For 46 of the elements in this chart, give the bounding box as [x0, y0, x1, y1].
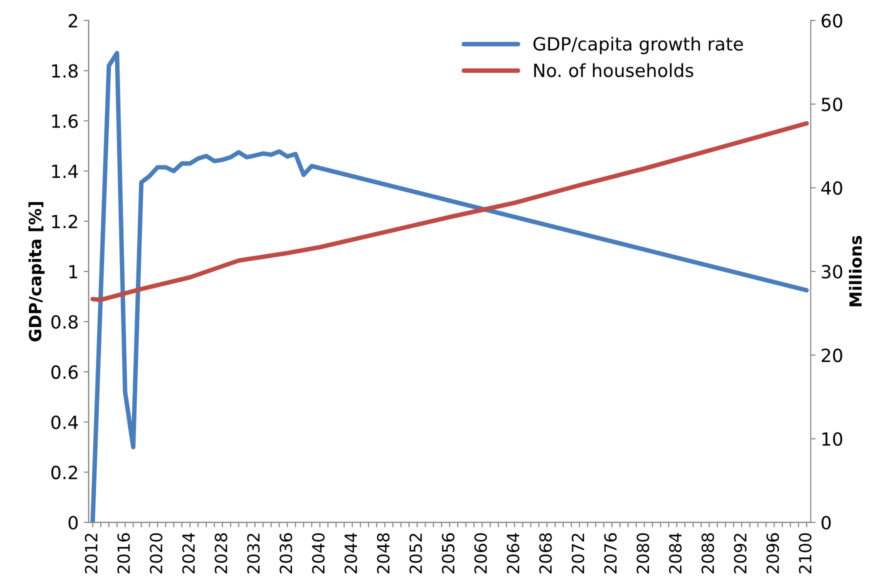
x-tick-label: 2032	[247, 534, 260, 574]
x-tick-label: 2096	[766, 533, 780, 574]
y2-tick-label: 0	[822, 516, 831, 530]
x-tick-label: 2016	[117, 533, 130, 574]
y2-tick-label: 30	[822, 264, 842, 279]
y2-tick-label: 10	[822, 432, 842, 446]
x-tick-label: 2068	[539, 533, 552, 574]
x-tick-label: 2072	[572, 534, 584, 574]
x-tick-label: 2020	[150, 533, 162, 574]
y-tick-label: 0.8	[51, 315, 78, 329]
legend-label: No. of households	[534, 63, 694, 78]
y-tick-label: 1.4	[52, 164, 78, 178]
x-tick-label: 2100	[798, 533, 812, 574]
y-tick-label: 1	[69, 265, 78, 278]
y-tick-label: 0.2	[51, 466, 78, 480]
y-tick-label: 0.6	[51, 365, 78, 379]
y-tick-label: 1.2	[52, 214, 78, 228]
y-tick-label: 0.4	[51, 415, 78, 430]
x-tick-label: 2060	[474, 533, 487, 574]
x-tick-label: 2064	[506, 533, 520, 574]
x-tick-label: 2080	[636, 533, 650, 574]
x-tick-label: 2028	[214, 533, 228, 574]
y-axis-title: GDP/capita [%]	[28, 202, 45, 342]
y2-tick-label: 50	[822, 98, 842, 112]
y2-tick-label: 20	[822, 348, 842, 362]
y-tick-label: 0	[68, 516, 78, 530]
x-tick-label: 2084	[669, 533, 682, 574]
x-tick-label: 2036	[280, 533, 292, 574]
y-tick-label: 1.8	[52, 64, 78, 78]
y-tick-label: 2	[68, 14, 78, 28]
x-tick-label: 2024	[182, 533, 195, 574]
x-tick-label: 2056	[442, 533, 454, 574]
legend-label: GDP/capita growth rate	[533, 36, 743, 54]
x-tick-label: 2040	[312, 533, 325, 574]
x-tick-label: 2092	[734, 534, 747, 574]
y2-axis-title: Millions	[848, 236, 862, 306]
y-tick-label: 1.6	[52, 114, 78, 128]
y2-tick-label: 60	[822, 14, 842, 28]
x-tick-label: 2088	[702, 533, 714, 574]
x-tick-label: 2076	[604, 533, 617, 574]
x-tick-label: 2012	[84, 534, 98, 574]
x-tick-label: 2044	[344, 533, 358, 574]
line-series	[90, 121, 809, 302]
y2-tick-label: 40	[821, 181, 842, 195]
x-tick-label: 2052	[409, 534, 422, 574]
x-tick-label: 2048	[376, 533, 390, 574]
